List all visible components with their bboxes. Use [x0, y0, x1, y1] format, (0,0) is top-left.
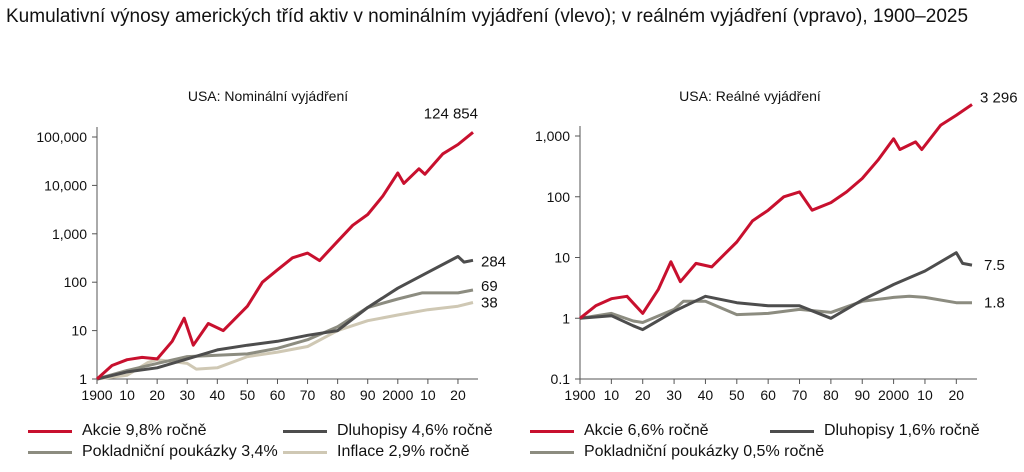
x-tick-label: 40 [698, 387, 714, 403]
end-label-bonds: 7.5 [984, 257, 1005, 274]
end-label-equities: 124 854 [424, 105, 478, 122]
legend-item-bonds: Dluhopisy 1,6% ročně [770, 422, 980, 440]
x-tick-label: 50 [729, 387, 745, 403]
y-tick-label: 0.1 [551, 371, 571, 387]
x-tick-label: 10 [917, 387, 933, 403]
x-tick-label: 90 [854, 387, 870, 403]
x-tick-label: 10 [420, 387, 436, 403]
chart-nominal: USA: Nominální vyjádření 1 10 100 1,000 10,00… [36, 88, 506, 403]
legend-item-equities: Akcie 9,8% ročně [28, 422, 207, 440]
chart-real: USA: Reálné vyjádření 0.1 1 10 100 1,000 1900 1… [535, 88, 1018, 403]
y-tick-label: 1 [79, 371, 87, 387]
y-tick-label: 100,000 [36, 129, 87, 145]
series-line-bills [579, 294, 972, 324]
legend-swatch [770, 429, 814, 433]
page-title: Kumulativní výnosy amerických tříd aktiv… [6, 6, 969, 27]
legend-label: Dluhopisy 4,6% ročně [337, 422, 493, 439]
legend-swatch [530, 450, 574, 454]
x-tick-label: 30 [666, 387, 682, 403]
x-tick-label: 30 [179, 387, 195, 403]
y-tick-label: 1 [562, 310, 570, 326]
legend-item-bills: Pokladniční poukázky 0,5% ročně [530, 443, 824, 461]
x-tick-label: 80 [330, 387, 346, 403]
x-tick-label: 2000 [878, 387, 909, 403]
y-tick-label: 100 [64, 274, 88, 290]
series-line-equities [579, 103, 973, 320]
legend-swatch [283, 429, 327, 433]
series-line-bills [96, 288, 474, 381]
series-line-bonds [579, 251, 973, 332]
series-line-equities [95, 131, 474, 381]
legend-label: Dluhopisy 1,6% ročně [824, 422, 980, 439]
legend-label: Akcie 9,8% ročně [82, 422, 207, 439]
y-tick-label: 10 [71, 323, 87, 339]
legend-label: Pokladniční poukázky 3,4% [82, 443, 278, 460]
legend-item-bills: Pokladniční poukázky 3,4% [28, 443, 278, 461]
legend-swatch [28, 450, 72, 454]
legend-item-equities: Akcie 6,6% ročně [530, 422, 709, 440]
chart-title: USA: Nominální vyjádření [188, 88, 348, 104]
y-tick-label: 1,000 [535, 128, 570, 144]
legend-label: Pokladniční poukázky 0,5% ročně [584, 443, 825, 460]
y-tick-label: 10,000 [44, 177, 87, 193]
x-tick-label: 20 [949, 387, 965, 403]
x-tick-label: 60 [760, 387, 776, 403]
y-tick-label: 100 [547, 189, 571, 205]
legend-swatch [283, 450, 327, 454]
end-label-bonds: 284 [481, 253, 506, 270]
x-tick-label: 90 [360, 387, 376, 403]
end-label-bills: 1.8 [984, 295, 1005, 312]
end-label-bills: 69 [481, 278, 498, 295]
x-tick-label: 10 [119, 387, 135, 403]
x-tick-label: 50 [240, 387, 256, 403]
end-label-equities: 3 296 [980, 90, 1018, 107]
series-line-bonds [96, 255, 474, 381]
x-tick-label: 2000 [382, 387, 413, 403]
x-tick-label: 1900 [564, 387, 595, 403]
legend-label: Akcie 6,6% ročně [584, 422, 709, 439]
end-label-inflation: 38 [481, 295, 498, 312]
legend-item-bonds: Dluhopisy 4,6% ročně [283, 422, 493, 440]
x-tick-label: 1900 [81, 387, 112, 403]
x-tick-label: 70 [792, 387, 808, 403]
legend-swatch [530, 429, 574, 433]
legend-swatch [28, 429, 72, 433]
x-tick-label: 10 [604, 387, 620, 403]
x-tick-label: 80 [823, 387, 839, 403]
x-tick-label: 20 [635, 387, 651, 403]
chart-title: USA: Reálné vyjádření [679, 88, 821, 104]
x-tick-label: 70 [300, 387, 316, 403]
y-tick-label: 10 [554, 250, 570, 266]
x-tick-label: 60 [270, 387, 286, 403]
x-tick-label: 20 [450, 387, 466, 403]
x-tick-label: 20 [149, 387, 165, 403]
legend-item-inflation: Inflace 2,9% ročně [283, 443, 470, 461]
y-tick-label: 1,000 [52, 226, 87, 242]
series-line-inflation [96, 301, 474, 381]
legend-label: Inflace 2,9% ročně [337, 443, 470, 460]
x-tick-label: 40 [210, 387, 226, 403]
